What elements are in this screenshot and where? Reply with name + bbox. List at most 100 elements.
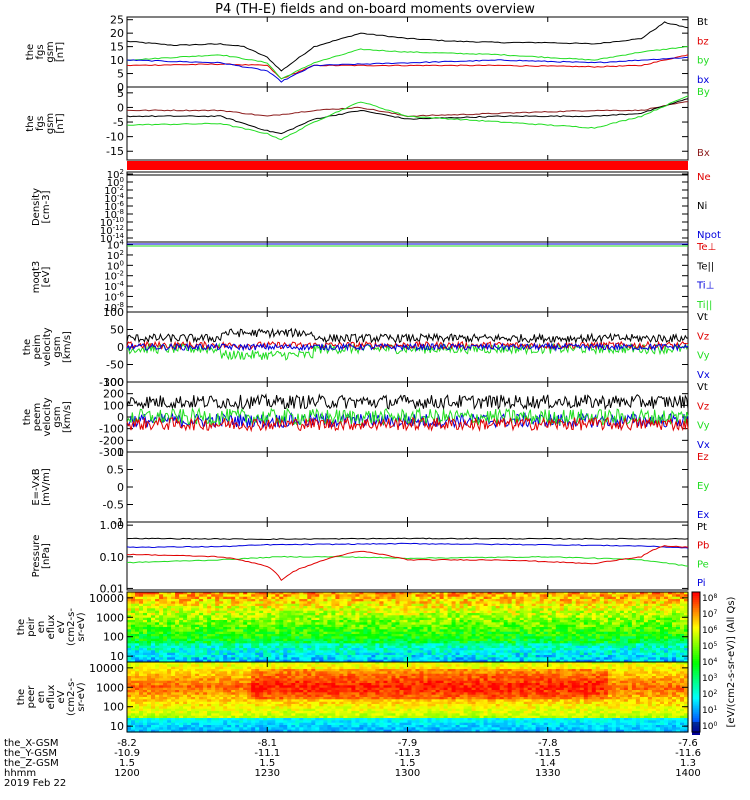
heatmap-cell xyxy=(535,603,541,607)
heatmap-cell xyxy=(527,655,533,658)
heatmap-cell xyxy=(159,694,164,698)
heatmap-cell xyxy=(451,629,457,633)
heatmap-cell xyxy=(431,610,437,614)
heatmap-cell xyxy=(343,615,348,619)
heatmap-cell xyxy=(427,641,433,644)
heatmap-cell xyxy=(183,725,188,728)
heatmap-cell xyxy=(668,620,673,623)
legend-entry: Ti|| xyxy=(696,300,712,311)
heatmap-cell xyxy=(259,601,264,605)
heatmap-cell xyxy=(664,622,669,626)
heatmap-cell xyxy=(363,629,368,633)
heatmap-cell xyxy=(507,622,513,626)
heatmap-cell xyxy=(131,622,136,626)
heatmap-cell xyxy=(183,627,188,630)
heatmap-cell xyxy=(587,624,593,628)
heatmap-cell xyxy=(531,627,537,630)
heatmap-cell xyxy=(195,608,200,612)
heatmap-cell xyxy=(151,599,156,602)
heatmap-cell xyxy=(459,648,465,651)
heatmap-cell xyxy=(672,629,677,633)
heatmap-cell xyxy=(672,634,677,637)
heatmap-cell xyxy=(167,617,172,621)
heatmap-cell xyxy=(519,636,525,640)
heatmap-cell xyxy=(523,629,529,633)
heatmap-cell xyxy=(203,648,208,651)
heatmap-cell xyxy=(135,664,140,668)
heatmap-cell xyxy=(267,643,272,647)
heatmap-cell xyxy=(647,622,653,626)
heatmap-cell xyxy=(315,629,320,633)
heatmap-cell xyxy=(179,648,184,651)
heatmap-cell xyxy=(247,627,252,630)
heatmap-cell xyxy=(131,690,136,693)
heatmap-cell xyxy=(647,655,653,658)
heatmap-cell xyxy=(143,664,148,668)
heatmap-cell xyxy=(487,629,493,633)
heatmap-cell xyxy=(543,627,549,630)
heatmap-cell xyxy=(279,624,284,628)
heatmap-cell xyxy=(503,629,509,633)
heatmap-cell xyxy=(279,655,284,658)
heatmap-cell xyxy=(167,722,172,726)
heatmap-cell xyxy=(583,599,589,602)
heatmap-cell xyxy=(143,594,148,598)
heatmap-cell xyxy=(395,622,401,626)
heatmap-cell xyxy=(283,594,288,598)
heatmap-cell xyxy=(275,610,280,614)
heatmap-cell xyxy=(271,638,276,642)
heatmap-cell xyxy=(395,650,401,654)
heatmap-cell xyxy=(583,643,589,647)
heatmap-cell xyxy=(283,645,288,649)
heatmap-cell xyxy=(219,634,224,637)
heatmap-cell xyxy=(231,638,236,642)
heatmap-cell xyxy=(307,636,312,640)
heatmap-cell xyxy=(455,652,461,656)
heatmap-cell xyxy=(451,596,457,600)
heatmap-cell xyxy=(271,606,276,609)
heatmap-cell xyxy=(583,638,589,642)
heatmap-cell xyxy=(672,608,677,612)
heatmap-cell xyxy=(163,662,168,665)
heatmap-cell xyxy=(563,608,569,612)
heatmap-cell xyxy=(335,634,340,637)
heatmap-cell xyxy=(331,620,336,623)
heatmap-cell xyxy=(419,645,425,649)
heatmap-cell xyxy=(467,615,473,619)
heatmap-cell xyxy=(507,624,513,628)
heatmap-cell xyxy=(331,650,336,654)
heatmap-cell xyxy=(664,603,669,607)
heatmap-cell xyxy=(571,606,577,609)
heatmap-cell xyxy=(199,606,204,609)
heatmap-cell xyxy=(351,634,356,637)
heatmap-cell xyxy=(143,718,148,721)
heatmap-cell xyxy=(531,603,537,607)
heatmap-cell xyxy=(183,645,188,649)
heatmap-cell xyxy=(179,596,184,600)
heatmap-cell xyxy=(535,620,541,623)
heatmap-cell xyxy=(487,655,493,658)
heatmap-cell xyxy=(279,645,284,649)
heatmap-cell xyxy=(655,601,661,605)
heatmap-cell xyxy=(151,603,156,607)
heatmap-cell xyxy=(387,594,393,598)
heatmap-cell xyxy=(235,601,240,605)
heatmap-cell xyxy=(531,613,537,616)
heatmap-cell xyxy=(159,708,164,712)
heatmap-cell xyxy=(523,596,529,600)
heatmap-cell xyxy=(527,601,533,605)
heatmap-cell xyxy=(295,606,300,609)
heatmap-cell xyxy=(147,729,152,733)
heatmap-cell xyxy=(235,606,240,609)
heatmap-cell xyxy=(591,601,597,605)
heatmap-cell xyxy=(660,592,665,595)
heatmap-cell xyxy=(607,596,613,600)
heatmap-cell xyxy=(275,596,280,600)
y-axis-label: Pressure xyxy=(31,535,42,578)
heatmap-cell xyxy=(475,615,481,619)
heatmap-cell xyxy=(175,620,180,623)
heatmap-cell xyxy=(343,606,348,609)
heatmap-cell xyxy=(175,711,180,714)
heatmap-cell xyxy=(147,641,152,644)
heatmap-cell xyxy=(271,648,276,651)
